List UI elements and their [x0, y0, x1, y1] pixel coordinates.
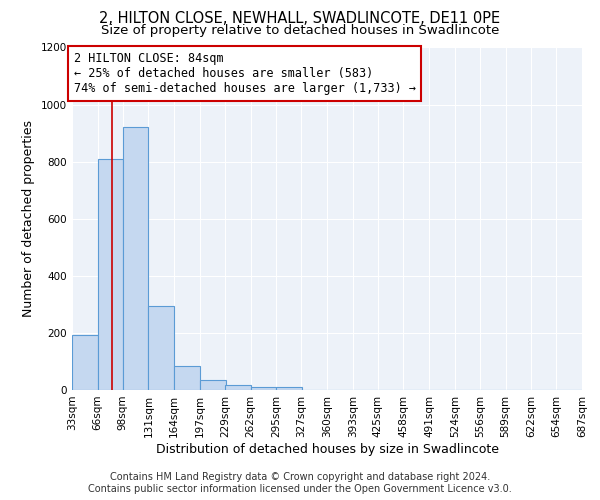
X-axis label: Distribution of detached houses by size in Swadlincote: Distribution of detached houses by size …: [155, 442, 499, 456]
Bar: [200, 380, 226, 390]
Y-axis label: Number of detached properties: Number of detached properties: [22, 120, 35, 318]
Text: Contains HM Land Registry data © Crown copyright and database right 2024.
Contai: Contains HM Land Registry data © Crown c…: [88, 472, 512, 494]
Bar: [148, 306, 174, 390]
Bar: [122, 128, 148, 390]
Bar: [251, 386, 277, 390]
Bar: [98, 159, 124, 390]
Text: 2 HILTON CLOSE: 84sqm
← 25% of detached houses are smaller (583)
74% of semi-det: 2 HILTON CLOSE: 84sqm ← 25% of detached …: [74, 52, 416, 95]
Text: 2, HILTON CLOSE, NEWHALL, SWADLINCOTE, DE11 0PE: 2, HILTON CLOSE, NEWHALL, SWADLINCOTE, D…: [100, 11, 500, 26]
Bar: [174, 366, 200, 390]
Bar: [72, 335, 98, 390]
Bar: [225, 385, 251, 390]
Bar: [277, 387, 302, 390]
Text: Size of property relative to detached houses in Swadlincote: Size of property relative to detached ho…: [101, 24, 499, 37]
